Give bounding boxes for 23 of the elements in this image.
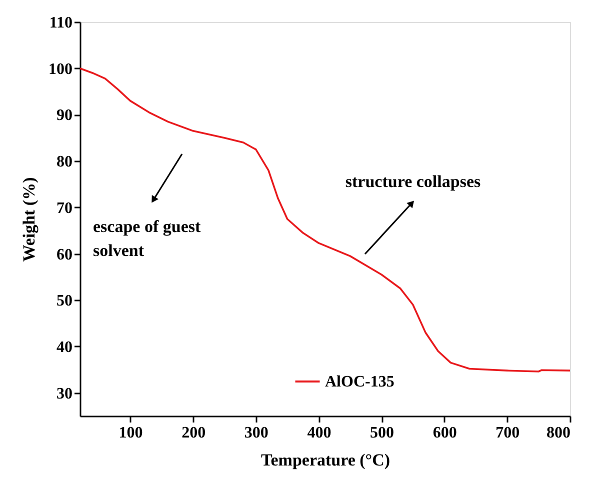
x-tick-label: 200 (182, 424, 206, 442)
x-tick-label: 700 (496, 424, 520, 442)
y-tick-label: 80 (56, 154, 72, 171)
y-tick-label: 90 (56, 107, 72, 124)
x-tick-label: 500 (370, 424, 394, 442)
y-tick-label: 70 (56, 200, 72, 217)
y-axis-title: Weight (%) (20, 177, 38, 262)
y-tick-label: 100 (48, 60, 72, 78)
y-tick-label: 110 (49, 14, 72, 32)
y-tick-label: 40 (56, 338, 72, 356)
x-tick-label: 400 (307, 424, 332, 442)
y-tick-label: 30 (56, 385, 72, 402)
annotation: structure collapses (345, 172, 481, 191)
line-series (79, 67, 571, 372)
x-axis-title: Temperature (°C) (260, 450, 390, 470)
x-tick-label: 100 (118, 424, 143, 442)
y-tick-label: 50 (56, 292, 72, 310)
x-tick-label: 600 (432, 424, 457, 442)
legend-label: AlOC-135 (325, 374, 394, 390)
x-tick-label: 800 (546, 424, 570, 442)
y-tick-label: 60 (56, 246, 72, 264)
x-tick-label: 300 (244, 424, 268, 442)
annotation: escape of guest solvent (93, 217, 201, 260)
